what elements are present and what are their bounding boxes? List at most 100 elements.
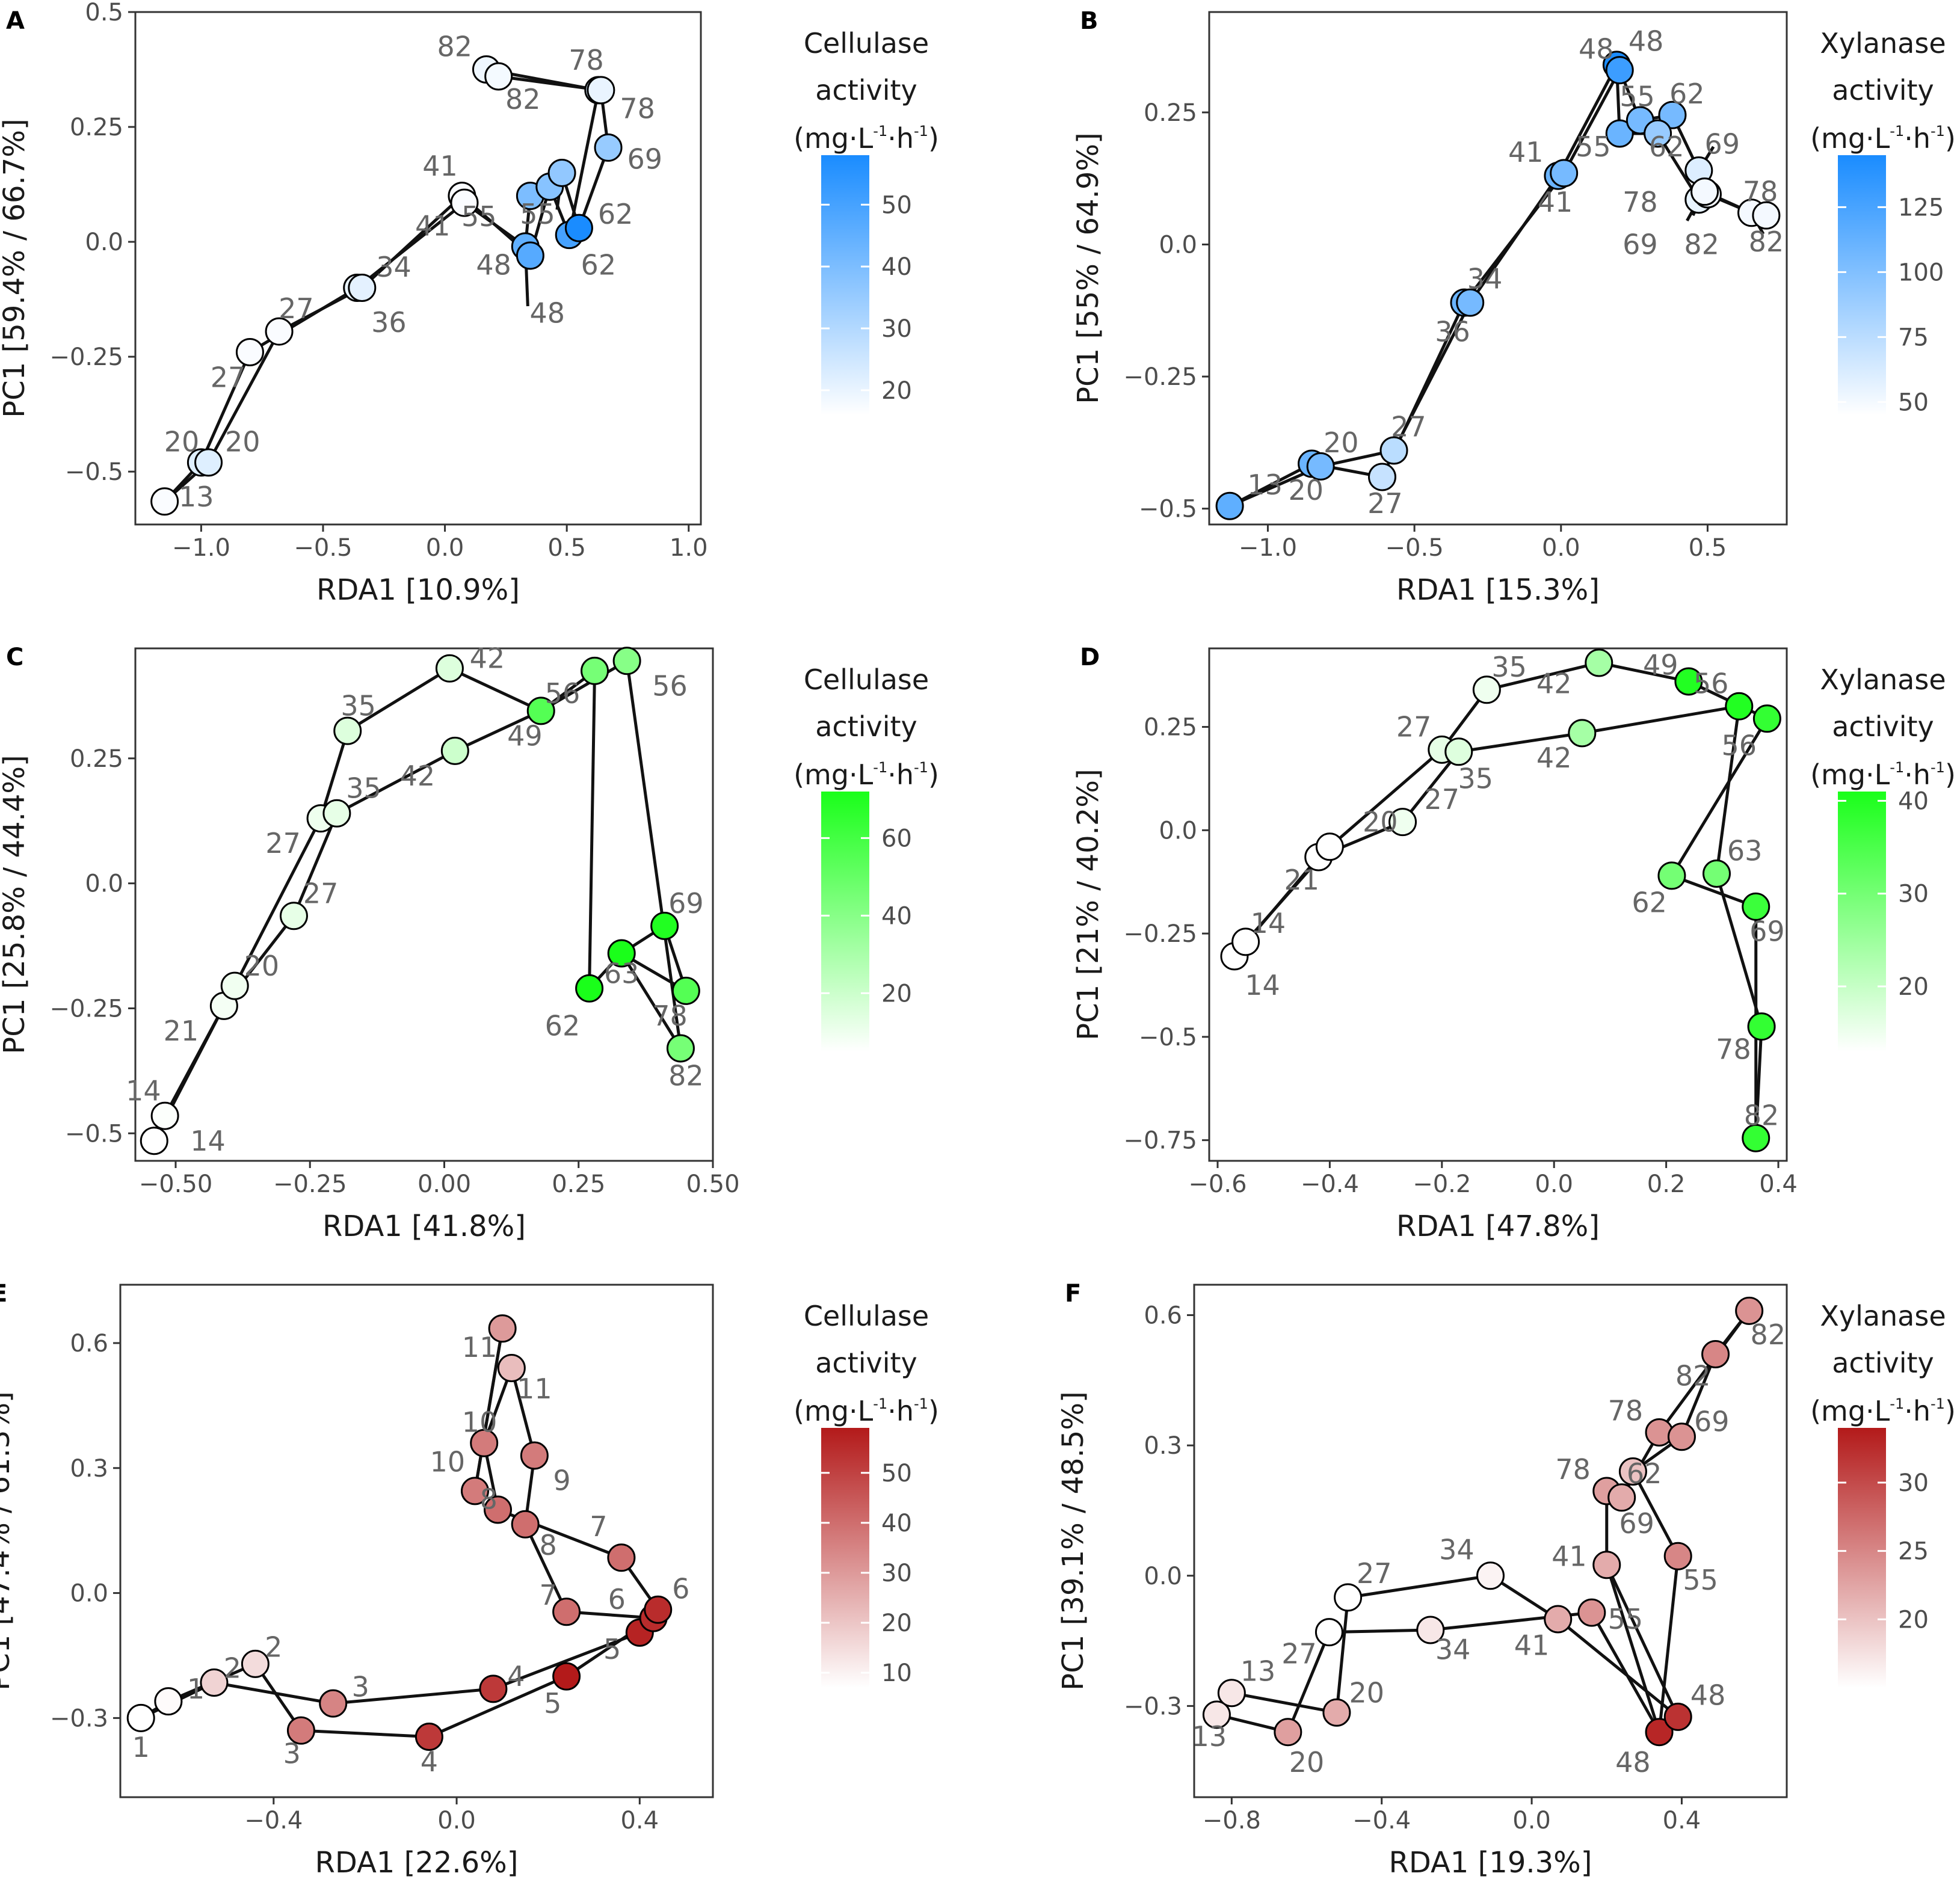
data-point[interactable]	[1322, 1698, 1351, 1727]
data-point[interactable]	[1592, 1551, 1621, 1579]
data-point[interactable]	[348, 273, 377, 302]
data-point[interactable]	[1752, 704, 1781, 733]
data-point[interactable]	[1388, 808, 1417, 837]
data-point[interactable]	[150, 487, 179, 516]
data-point[interactable]	[1231, 927, 1260, 956]
data-point[interactable]	[1747, 1012, 1776, 1041]
data-point[interactable]	[1202, 1700, 1231, 1729]
trajectory-segment	[510, 1367, 536, 1456]
data-point[interactable]	[1618, 1457, 1647, 1486]
data-point[interactable]	[1550, 159, 1579, 188]
data-point[interactable]	[607, 939, 636, 968]
data-point[interactable]	[150, 1101, 179, 1130]
data-point[interactable]	[1444, 737, 1473, 766]
data-point[interactable]	[194, 448, 223, 477]
data-point[interactable]	[200, 1668, 229, 1697]
x-tick-label: −0.4	[244, 1807, 303, 1834]
data-point[interactable]	[1674, 667, 1703, 696]
data-point[interactable]	[479, 1674, 508, 1703]
data-point[interactable]	[414, 1723, 443, 1751]
data-point[interactable]	[1368, 463, 1397, 491]
data-point[interactable]	[1215, 491, 1244, 520]
data-point[interactable]	[1472, 675, 1501, 704]
data-point[interactable]	[1663, 1542, 1692, 1570]
data-point[interactable]	[154, 1687, 183, 1716]
data-point[interactable]	[440, 736, 469, 765]
data-point[interactable]	[1690, 177, 1719, 206]
data-point[interactable]	[564, 214, 593, 242]
data-point[interactable]	[435, 654, 464, 683]
data-point[interactable]	[1306, 452, 1335, 481]
data-point[interactable]	[520, 1441, 549, 1470]
data-point[interactable]	[484, 62, 513, 91]
data-point[interactable]	[1314, 1618, 1343, 1647]
point-label: 49	[1643, 648, 1678, 681]
data-point[interactable]	[1315, 832, 1344, 861]
data-point[interactable]	[594, 133, 623, 162]
data-point[interactable]	[241, 1649, 270, 1678]
x-tick-label: 0.4	[620, 1807, 659, 1834]
data-point[interactable]	[322, 799, 351, 828]
data-point[interactable]	[1667, 1422, 1696, 1451]
data-point[interactable]	[516, 241, 544, 270]
data-point[interactable]	[666, 1034, 695, 1063]
data-point[interactable]	[650, 911, 679, 940]
data-point[interactable]	[644, 1595, 673, 1624]
data-point[interactable]	[552, 1662, 581, 1691]
data-point[interactable]	[265, 317, 294, 346]
data-point[interactable]	[1605, 119, 1634, 148]
data-point[interactable]	[1658, 100, 1687, 129]
data-point[interactable]	[1605, 56, 1634, 85]
data-point[interactable]	[1217, 1679, 1246, 1708]
point-label: 69	[1619, 1507, 1654, 1540]
data-point[interactable]	[1644, 119, 1672, 148]
data-point[interactable]	[1752, 201, 1781, 230]
data-point[interactable]	[1663, 1702, 1692, 1731]
data-point[interactable]	[1379, 436, 1408, 465]
data-point[interactable]	[552, 1597, 581, 1626]
data-point[interactable]	[470, 1428, 499, 1457]
data-points	[1215, 51, 1781, 520]
data-point[interactable]	[279, 902, 308, 930]
data-point[interactable]	[1701, 1340, 1730, 1369]
data-point[interactable]	[587, 76, 615, 105]
data-point[interactable]	[581, 656, 609, 685]
data-point[interactable]	[547, 158, 576, 187]
data-point[interactable]	[319, 1689, 348, 1718]
data-point[interactable]	[612, 647, 641, 675]
data-point[interactable]	[286, 1716, 315, 1745]
data-point[interactable]	[1274, 1718, 1302, 1747]
data-point[interactable]	[450, 188, 479, 217]
data-point[interactable]	[575, 974, 604, 1003]
data-point[interactable]	[1657, 861, 1686, 890]
data-point[interactable]	[497, 1354, 526, 1383]
data-point[interactable]	[484, 1495, 513, 1524]
data-point[interactable]	[1742, 892, 1770, 921]
data-point[interactable]	[1416, 1616, 1445, 1644]
data-point[interactable]	[1334, 1583, 1363, 1612]
data-point[interactable]	[1456, 288, 1485, 317]
data-point[interactable]	[607, 1543, 636, 1572]
data-point[interactable]	[126, 1703, 155, 1732]
data-point[interactable]	[1607, 1483, 1636, 1512]
data-point[interactable]	[140, 1127, 168, 1155]
data-point[interactable]	[1742, 1124, 1770, 1152]
data-point[interactable]	[1476, 1561, 1505, 1590]
data-point[interactable]	[333, 716, 362, 745]
data-point[interactable]	[235, 337, 264, 366]
point-label: 14	[1245, 969, 1280, 1001]
data-point[interactable]	[220, 971, 249, 1000]
data-point[interactable]	[1735, 1296, 1764, 1325]
data-point[interactable]	[1702, 859, 1731, 888]
data-point[interactable]	[488, 1314, 517, 1343]
data-point[interactable]	[511, 1510, 540, 1539]
data-point[interactable]	[1544, 1605, 1573, 1634]
data-point[interactable]	[1577, 1598, 1606, 1627]
data-point[interactable]	[460, 1477, 489, 1505]
data-point[interactable]	[671, 976, 700, 1005]
data-point[interactable]	[526, 696, 555, 725]
data-point[interactable]	[1568, 719, 1597, 748]
data-point[interactable]	[1645, 1718, 1674, 1747]
data-point[interactable]	[1585, 648, 1613, 677]
data-point[interactable]	[1725, 692, 1754, 721]
